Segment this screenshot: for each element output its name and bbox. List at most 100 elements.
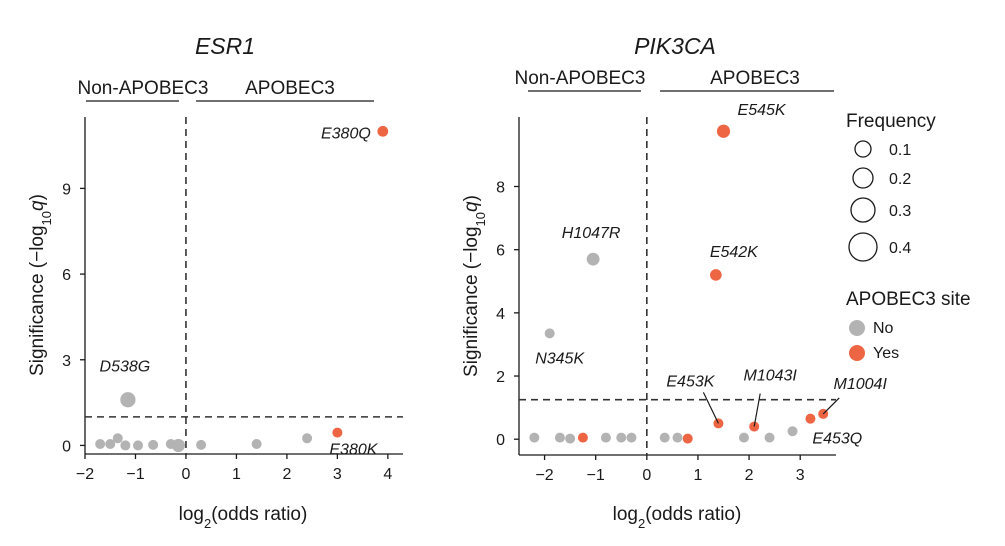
point-labels-pik3ca: E545K H1047R E542K N345K E453K M1043I M1004I E4…: [535, 102, 887, 447]
group-label-apobec3-pik3ca: APOBEC3: [710, 68, 800, 89]
x-tick-label: −2: [76, 466, 94, 483]
data-point: [787, 426, 798, 437]
y-ticks-pik3ca: 0 2 4 6 8: [496, 179, 519, 449]
x-tick-label: −1: [587, 467, 605, 484]
panel-pik3ca: PIK3CA Non-APOBEC3 APOBEC3 0 2 4 6 8 −2 −1 0 1 2…: [461, 33, 887, 531]
data-point: [95, 439, 106, 450]
point-label-m1004i: M1004I: [834, 376, 888, 393]
y-tick-label: 2: [496, 369, 505, 386]
x-tick-label: 2: [282, 466, 291, 483]
data-point: [105, 439, 116, 450]
data-point-n345k: [544, 328, 555, 339]
x-tick-label: 1: [232, 466, 241, 483]
data-point: [738, 432, 749, 443]
data-point: [529, 432, 540, 443]
point-label-e380k: E380K: [329, 442, 378, 459]
data-point-e542k: [710, 269, 722, 281]
data-point: [554, 432, 565, 443]
legend-color-swatch-yes: [849, 345, 865, 361]
leader-line-m1043i: [753, 393, 761, 427]
data-point-e545k: [716, 124, 731, 138]
legend-size-circle-2: [850, 197, 876, 223]
data-point: [133, 440, 143, 451]
data-point: [302, 433, 313, 444]
legend-color-title: APOBEC3 site: [846, 289, 971, 310]
y-tick-label: 4: [496, 306, 505, 323]
data-point: [616, 432, 627, 443]
points-esr1: [95, 125, 389, 453]
data-point: [148, 439, 159, 450]
legend-size-circle-0: [854, 140, 872, 158]
point-label-e542k: E542K: [710, 244, 759, 261]
data-point-d538g: [120, 392, 136, 408]
y-tick-label: 6: [62, 267, 71, 284]
panel-title-pik3ca: PIK3CA: [634, 33, 716, 59]
point-label-e453q: E453Q: [812, 431, 862, 448]
legend-size-circle-3: [848, 232, 878, 262]
legend-color-swatch-no: [849, 320, 865, 336]
x-axis-label-pik3ca: log2(odds ratio): [613, 504, 742, 531]
y-tick-label: 3: [62, 353, 71, 370]
group-label-apobec3-esr1: APOBEC3: [245, 78, 335, 99]
y-tick-label: 9: [62, 181, 71, 198]
x-tick-label: 4: [383, 466, 392, 483]
y-axis-label-pik3ca: Significance (−log10q): [461, 195, 488, 377]
data-point: [682, 433, 693, 444]
x-tick-label: 0: [181, 466, 190, 483]
point-label-e545k: E545K: [738, 102, 787, 119]
data-point: [251, 439, 262, 450]
leader-lines-pik3ca: [702, 392, 840, 427]
x-axis-label-esr1: log2(odds ratio): [179, 504, 308, 531]
legend-size-label-2: 0.3: [889, 203, 911, 220]
legend-color-label-no: No: [873, 320, 894, 337]
point-label-e453k: E453K: [666, 373, 715, 390]
x-tick-label: −2: [535, 467, 553, 484]
leader-line-m1004i: [822, 397, 840, 415]
x-tick-label: 1: [693, 467, 702, 484]
x-tick-label: −1: [126, 466, 144, 483]
data-point: [626, 432, 637, 443]
data-point: [112, 433, 123, 444]
data-point: [165, 439, 176, 450]
data-point: [600, 432, 611, 443]
x-tick-label: 3: [796, 467, 805, 484]
data-point-e453q: [805, 413, 816, 424]
point-label-n345k: N345K: [535, 350, 585, 367]
x-ticks-pik3ca: −2 −1 0 1 2 3: [535, 455, 805, 484]
x-tick-label: 3: [333, 466, 342, 483]
data-point: [196, 439, 207, 450]
data-point: [672, 432, 683, 443]
points-pik3ca: [529, 124, 829, 444]
data-point-h1047r: [586, 252, 600, 266]
legend: Frequency 0.1 0.2 0.3 0.4 APOBEC3 site N…: [846, 111, 971, 362]
data-point-e380q: [377, 125, 389, 137]
data-point: [764, 432, 775, 443]
point-labels-esr1: D538G E380Q E380K: [100, 125, 379, 458]
leader-line-e453k: [702, 392, 719, 424]
group-label-non-apobec3-pik3ca: Non-APOBEC3: [515, 68, 646, 89]
data-point: [577, 432, 588, 443]
point-label-m1043i: M1043I: [744, 368, 798, 385]
legend-color-label-yes: Yes: [873, 345, 899, 362]
group-label-non-apobec3-esr1: Non-APOBEC3: [78, 78, 209, 99]
y-tick-label: 6: [496, 243, 505, 260]
point-label-h1047r: H1047R: [562, 225, 621, 242]
legend-size-label-3: 0.4: [889, 240, 911, 257]
y-ticks-esr1: 0 3 6 9: [62, 181, 85, 455]
data-point-e380k: [332, 427, 343, 438]
data-point: [120, 440, 131, 451]
y-tick-label: 0: [496, 432, 505, 449]
x-tick-label: 2: [745, 467, 754, 484]
data-point: [565, 433, 576, 444]
legend-size-circle-1: [852, 167, 874, 189]
point-label-e380q: E380Q: [321, 125, 371, 142]
x-tick-label: 0: [642, 467, 651, 484]
panel-title-esr1: ESR1: [195, 33, 255, 59]
data-point: [659, 432, 670, 443]
legend-size-title: Frequency: [846, 111, 936, 132]
y-tick-label: 0: [62, 438, 71, 455]
point-label-d538g: D538G: [100, 359, 151, 376]
legend-size-label-0: 0.1: [889, 142, 911, 159]
